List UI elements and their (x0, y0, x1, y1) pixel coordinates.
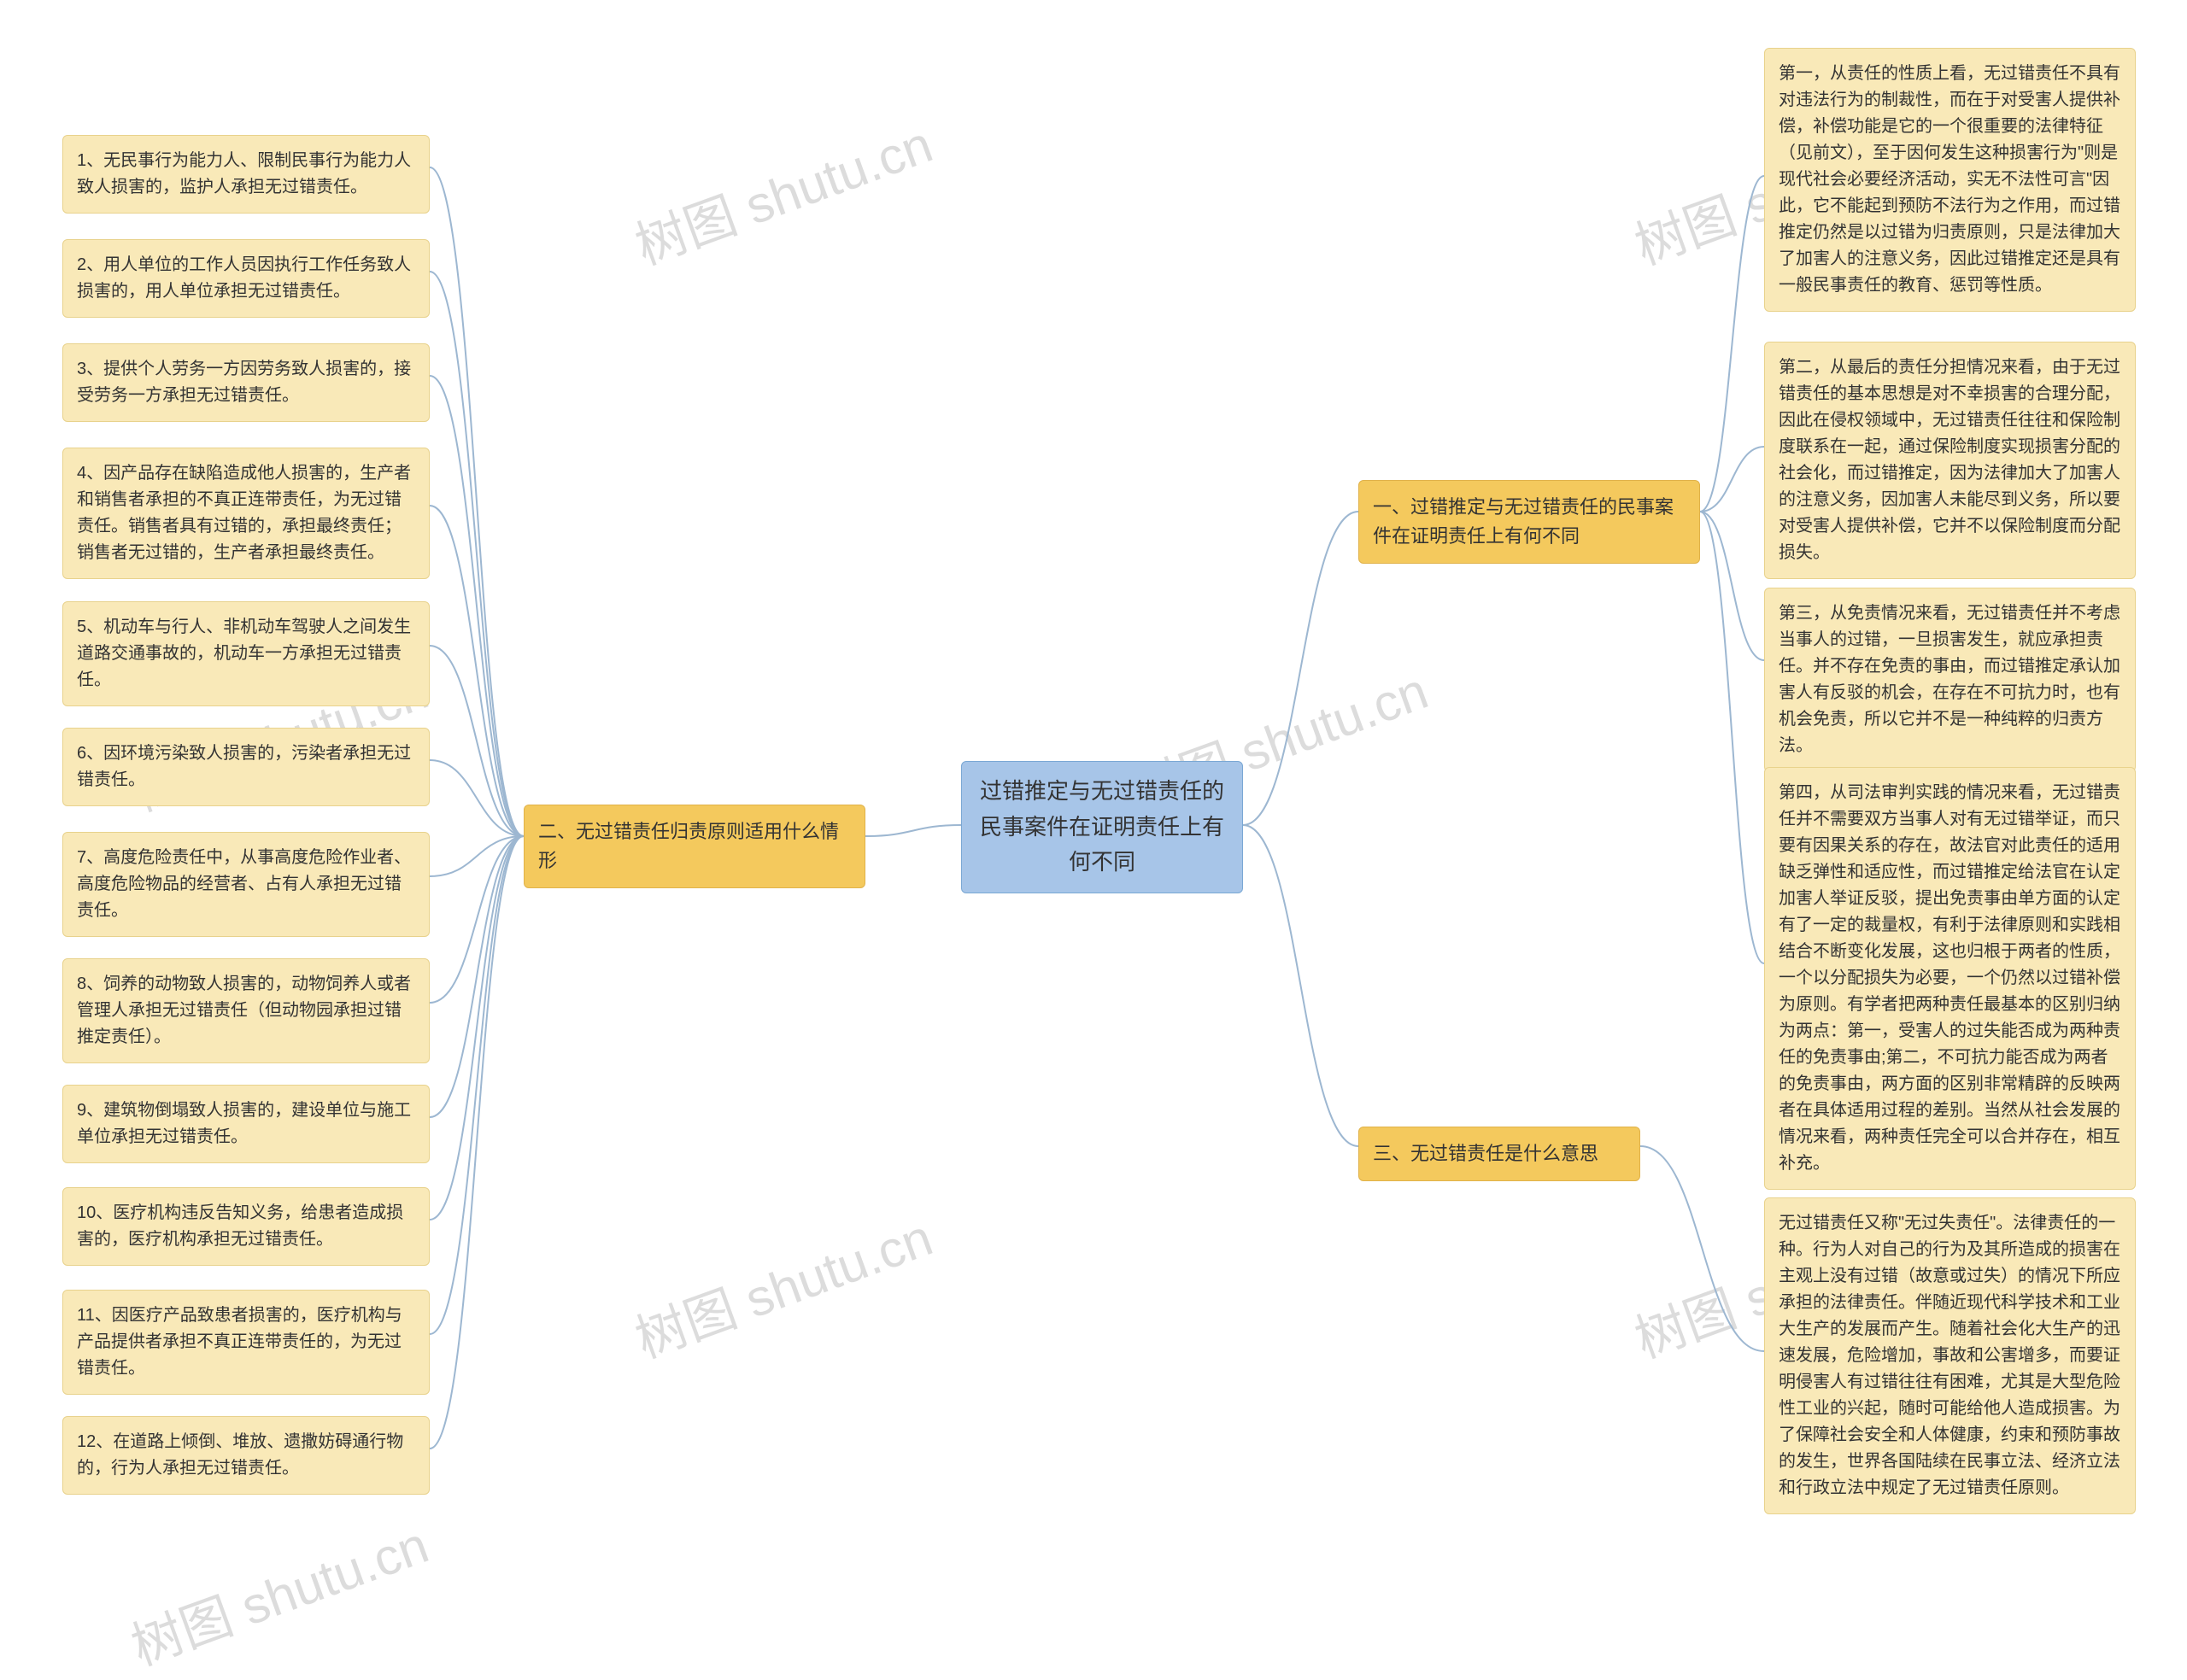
branch-1: 一、过错推定与无过错责任的民事案件在证明责任上有何不同 (1358, 480, 1700, 564)
leaf-node: 第一，从责任的性质上看，无过错责任不具有对违法行为的制裁性，而在于对受害人提供补… (1764, 48, 2136, 312)
leaf-node: 6、因环境污染致人损害的，污染者承担无过错责任。 (62, 728, 430, 806)
leaf-node: 第四，从司法审判实践的情况来看，无过错责任并不需要双方当事人对有无过错举证，而只… (1764, 767, 2136, 1190)
leaf-node: 11、因医疗产品致患者损害的，医疗机构与产品提供者承担不真正连带责任的，为无过错… (62, 1290, 430, 1395)
leaf-node: 8、饲养的动物致人损害的，动物饲养人或者管理人承担无过错责任（但动物园承担过错推… (62, 958, 430, 1063)
leaf-node: 3、提供个人劳务一方因劳务致人损害的，接受劳务一方承担无过错责任。 (62, 343, 430, 422)
leaf-node: 1、无民事行为能力人、限制民事行为能力人致人损害的，监护人承担无过错责任。 (62, 135, 430, 214)
leaf-node: 9、建筑物倒塌致人损害的，建设单位与施工单位承担无过错责任。 (62, 1085, 430, 1163)
leaf-node: 4、因产品存在缺陷造成他人损害的，生产者和销售者承担的不真正连带责任，为无过错责… (62, 448, 430, 579)
leaf-node: 10、医疗机构违反告知义务，给患者造成损害的，医疗机构承担无过错责任。 (62, 1187, 430, 1266)
leaf-node: 2、用人单位的工作人员因执行工作任务致人损害的，用人单位承担无过错责任。 (62, 239, 430, 318)
leaf-node: 无过错责任又称"无过失责任"。法律责任的一种。行为人对自己的行为及其所造成的损害… (1764, 1197, 2136, 1514)
leaf-node: 5、机动车与行人、非机动车驾驶人之间发生道路交通事故的，机动车一方承担无过错责任… (62, 601, 430, 706)
branch-3: 三、无过错责任是什么意思 (1358, 1127, 1640, 1181)
leaf-node: 7、高度危险责任中，从事高度危险作业者、高度危险物品的经营者、占有人承担无过错责… (62, 832, 430, 937)
root-node: 过错推定与无过错责任的民事案件在证明责任上有何不同 (961, 761, 1243, 893)
branch-2: 二、无过错责任归责原则适用什么情形 (524, 805, 865, 888)
leaf-node: 12、在道路上倾倒、堆放、遗撒妨碍通行物的，行为人承担无过错责任。 (62, 1416, 430, 1495)
leaf-node: 第三，从免责情况来看，无过错责任并不考虑当事人的过错，一旦损害发生，就应承担责任… (1764, 588, 2136, 772)
leaf-node: 第二，从最后的责任分担情况来看，由于无过错责任的基本思想是对不幸损害的合理分配，… (1764, 342, 2136, 579)
